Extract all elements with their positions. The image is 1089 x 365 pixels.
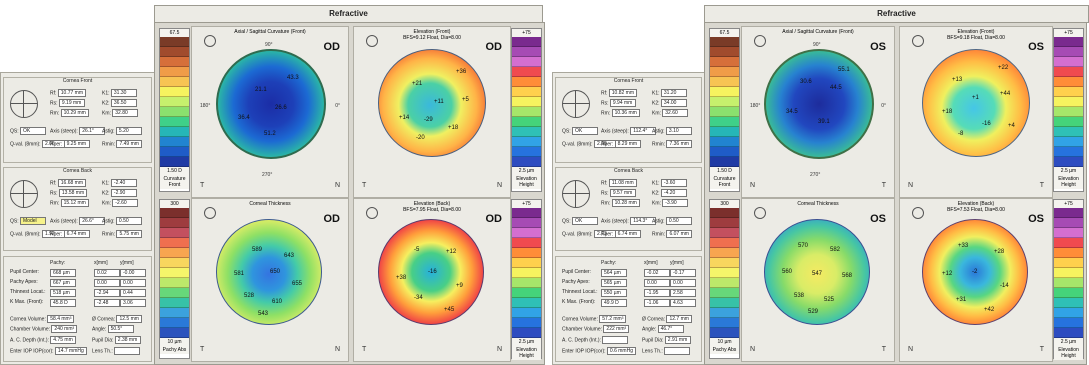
od-pachy-group: Pachy: x[mm] y[mm] Pupil Center: 668 µm … (3, 256, 152, 362)
os-thickness-map[interactable]: Corneal Thickness OS 570 582 560 547 568… (741, 198, 895, 362)
zoom-icon[interactable] (912, 207, 924, 219)
od-axial-map[interactable]: Axial / Sagittal Curvature (Front) OD 21… (191, 26, 349, 198)
compass-icon (10, 90, 38, 118)
os-pachy-group: Pachy: x[mm] y[mm] Pupil Center: 564 µm … (555, 256, 702, 362)
od-pachy-scale: 300 10 µm Pachy Abs (159, 199, 190, 359)
zoom-icon[interactable] (366, 35, 378, 47)
os-pachy-scale: 300 10 µm Pachy Abs (709, 199, 740, 359)
os-cornea-back-group: Cornea Back Rf: 11.08 mm Rs: 9.57 mm Rm:… (555, 167, 702, 251)
od-back-elevation-scale: +75 2.5 µm Elevation Height (511, 199, 542, 360)
od-elevation-scale: +75 2.5 µm Elevation Height (511, 28, 542, 192)
os-report: Refractive Cornea Front Rf: 10.82 mm Rs:… (552, 0, 1089, 365)
os-side-panel: Cornea Front Rf: 10.82 mm Rs: 9.94 mm Rm… (552, 72, 705, 365)
compass-icon (10, 180, 38, 208)
od-side-panel: Cornea Front Rf: 10.77 mm Rs: 9.19 mm Rm… (0, 72, 155, 365)
zoom-icon[interactable] (754, 207, 766, 219)
od-cornea-back-group: Cornea Back Rf: 16.68 mm Rs: 13.58 mm Rm… (3, 167, 152, 251)
od-curvature-scale: 67.5 1.50 D Curvature Front (159, 28, 190, 192)
zoom-icon[interactable] (912, 35, 924, 47)
os-back-elevation-scale: +75 2.5 µm Elevation Height (1053, 199, 1084, 360)
os-map-grid: 67.5 1.50 D Curvature Front +75 2.5 µm E… (704, 22, 1087, 365)
zoom-icon[interactable] (366, 207, 378, 219)
compass-icon (562, 180, 590, 208)
od-map-grid: 67.5 1.50 D Curvature Front +75 2.5 µm E… (154, 22, 545, 365)
os-front-elevation-map[interactable]: Elevation (Front) BFS=9.18 Float, Dia=8.0… (899, 26, 1053, 198)
refractive-header: Refractive (704, 5, 1089, 23)
od-front-elevation-map[interactable]: Elevation (Front) BFS=9.12 Float, Dia=8.0… (353, 26, 511, 198)
od-cornea-front-group: Cornea Front Rf: 10.77 mm Rs: 9.19 mm Rm… (3, 77, 152, 163)
od-report: Refractive Cornea Front Rf: 10.77 mm Rs:… (0, 5, 545, 365)
os-cornea-front-group: Cornea Front Rf: 10.82 mm Rs: 9.94 mm Rm… (555, 77, 702, 163)
od-thickness-map[interactable]: Corneal Thickness OD 589 643 581 650 655… (191, 198, 349, 362)
zoom-icon[interactable] (204, 207, 216, 219)
os-curvature-scale: 67.5 1.50 D Curvature Front (709, 28, 740, 192)
compass-icon (562, 90, 590, 118)
refractive-header: Refractive (154, 5, 543, 23)
os-back-elevation-map[interactable]: Elevation (Back) BFS=7.53 Float, Dia=8.00… (899, 198, 1053, 362)
os-elevation-scale: +75 2.5 µm Elevation Height (1053, 28, 1084, 192)
od-back-elevation-map[interactable]: Elevation (Back) BFS=7.95 Float, Dia=8.00… (353, 198, 511, 362)
zoom-icon[interactable] (204, 35, 216, 47)
zoom-icon[interactable] (754, 35, 766, 47)
os-axial-map[interactable]: Axial / Sagittal Curvature (Front) OS 30… (741, 26, 895, 198)
